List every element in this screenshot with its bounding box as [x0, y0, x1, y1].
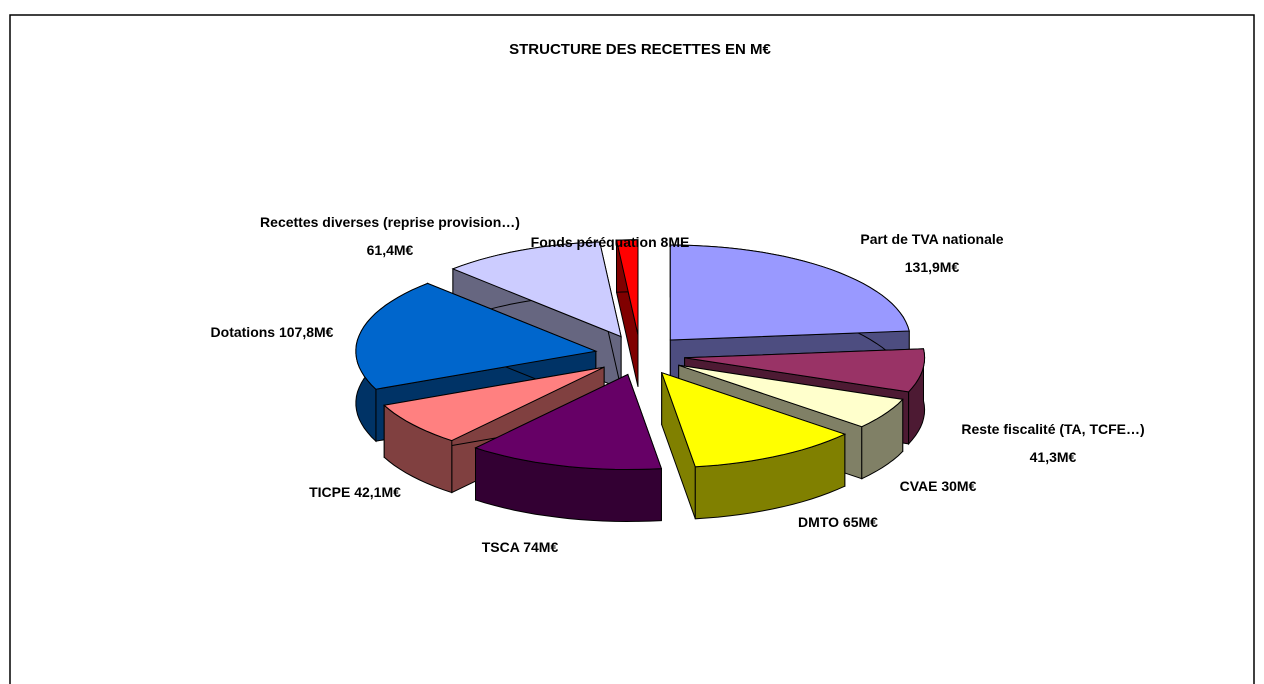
- label-value: 131,9M€: [905, 259, 960, 275]
- label-name: Fonds péréquation: [531, 234, 657, 250]
- data-label: Recettes diverses (reprise provision…) 61…: [260, 214, 520, 258]
- label-value: 74M€: [523, 539, 558, 555]
- label-name: Part de TVA nationale: [860, 231, 1003, 247]
- label-value: 8ME: [661, 234, 690, 250]
- label-name: Recettes diverses (reprise provision…): [260, 214, 520, 230]
- label-name: DMTO: [798, 514, 839, 530]
- label-name: Dotations: [211, 324, 276, 340]
- slice: [355, 282, 598, 390]
- slice: [451, 241, 622, 338]
- data-label: Part de TVA nationale 131,9M€: [860, 231, 1003, 275]
- data-label: Fonds péréquation 8ME: [531, 234, 690, 250]
- data-label: CVAE 30M€: [900, 478, 977, 494]
- data-label: TSCA 74M€: [482, 539, 559, 555]
- label-name: TICPE: [309, 484, 350, 500]
- slice: [474, 373, 663, 523]
- slice: [660, 371, 847, 520]
- label-name: TSCA: [482, 539, 520, 555]
- slice: [615, 239, 639, 335]
- label-name: CVAE: [900, 478, 938, 494]
- label-value: 65M€: [843, 514, 878, 530]
- slice: [669, 244, 910, 341]
- slice: [660, 371, 847, 468]
- data-label: TICPE 42,1M€: [309, 484, 401, 500]
- label-value: 30M€: [941, 478, 976, 494]
- slice: [678, 364, 904, 428]
- slice: [474, 373, 663, 471]
- label-value: 42,1M€: [354, 484, 401, 500]
- label-value: 41,3M€: [1030, 449, 1077, 465]
- slice: [383, 366, 605, 442]
- slice: [684, 348, 926, 393]
- data-label: DMTO 65M€: [798, 514, 878, 530]
- chart-title: STRUCTURE DES RECETTES EN M€: [509, 41, 771, 58]
- label-value: 61,4M€: [367, 242, 414, 258]
- data-label: Reste fiscalité (TA, TCFE…) 41,3M€: [961, 421, 1144, 465]
- label-name: Reste fiscalité (TA, TCFE…): [961, 421, 1144, 437]
- data-label: Dotations 107,8M€: [211, 324, 334, 340]
- slice: [615, 239, 639, 387]
- label-value: 107,8M€: [279, 324, 334, 340]
